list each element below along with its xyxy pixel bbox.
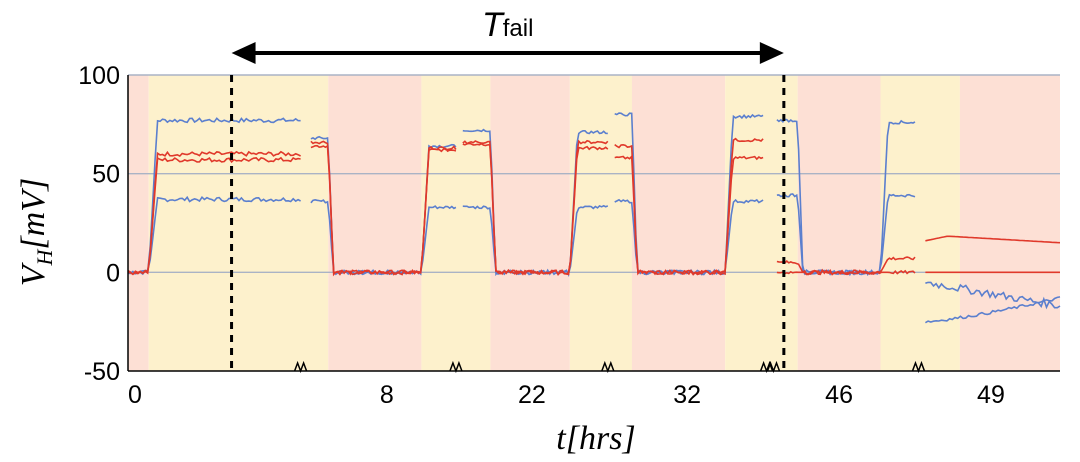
y-axis-label: VH[mV] [15,178,57,286]
data-series [127,112,1061,324]
axis-break-4 [766,360,781,374]
series-blue-bottom-segment-4 [776,193,916,277]
bg-region-red-0 [128,75,149,371]
bg-region-yellow-3 [421,75,491,371]
x-tick-label-32: 32 [673,381,701,409]
series-red-2-segment-2 [462,142,609,276]
series-red-1-segment-5 [925,235,1061,244]
y-tick-label--50: -50 [84,358,120,386]
bg-region-yellow-5 [569,75,632,371]
series-blue-2-segment-5 [924,296,1061,324]
bg-region-red-4 [490,75,570,371]
y-tick-label-50: 50 [92,161,120,189]
series-red-2-segment-4 [776,269,916,276]
axis-break-0 [293,360,308,374]
y-tick-label-100: 100 [78,62,120,90]
series-red-2-segment-1 [310,144,457,277]
annotation: Tfail [231,6,784,64]
series-blue-bottom-segment-0 [127,195,301,275]
bg-region-yellow-1 [148,75,329,371]
fail-duration-arrow-left-head [231,42,256,64]
series-red-2-segment-0 [127,156,301,276]
background-regions [128,75,1060,371]
x-tick-label-8: 8 [380,381,394,409]
axis-break-5 [911,360,926,374]
bg-region-red-6 [631,75,726,371]
x-axis-label: t[hrs] [556,420,635,457]
fail-duration-label: Tfail [482,6,533,44]
bg-region-yellow-9 [880,75,960,371]
bg-region-yellow-7 [725,75,798,371]
x-tick-label-22: 22 [518,381,546,409]
bg-region-red-2 [328,75,422,371]
series-blue-top-segment-0 [127,117,301,276]
axis-labels: 100 50 0 -50 0 8 22 32 46 49 t[hrs] VH[mV] [15,62,1005,457]
series-red-2-segment-3 [614,154,764,276]
bg-region-red-10 [959,75,1060,371]
fail-markers [230,75,786,371]
y-tick-label-0: 0 [106,259,120,287]
x-tick-label-49: 49 [977,381,1005,409]
axis-break-2 [601,360,615,374]
x-tick-label-0: 0 [128,381,142,409]
bg-region-red-8 [797,75,881,371]
axes [127,75,1060,374]
x-tick-label-46: 46 [825,381,853,409]
series-red-1-segment-4 [776,256,916,276]
fail-duration-arrow-right-head [759,42,784,64]
axis-break-1 [449,360,463,374]
axis-break-3 [759,360,774,374]
